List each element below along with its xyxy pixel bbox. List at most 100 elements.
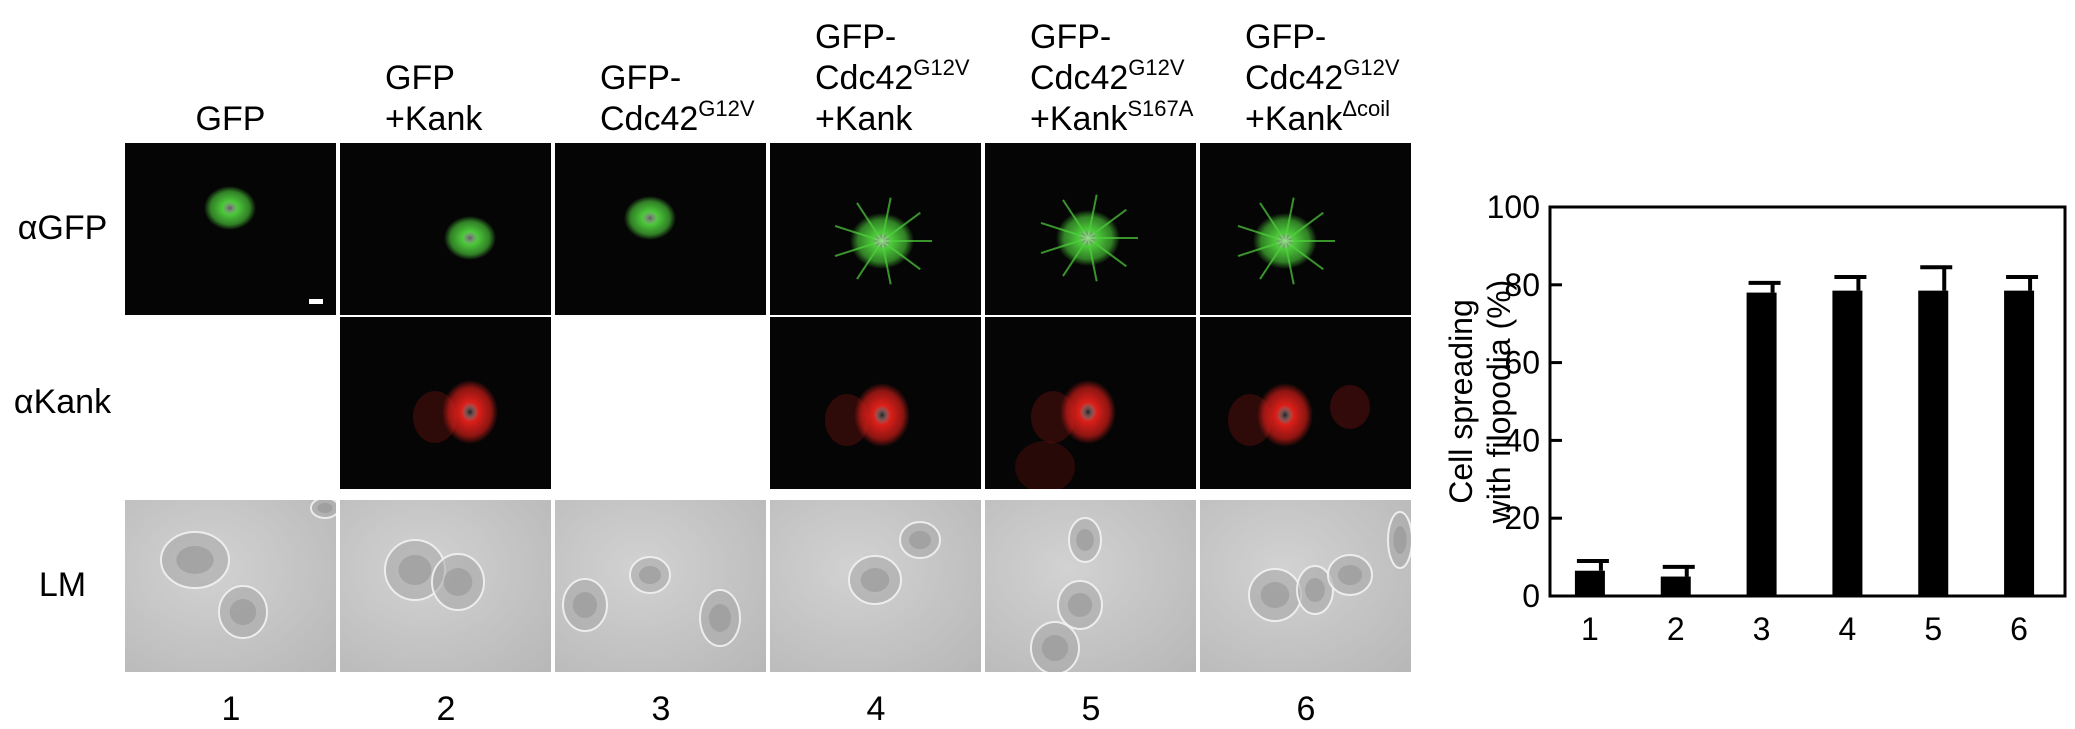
column-header-1: GFP xyxy=(125,0,336,140)
header-text: Cdc42 xyxy=(1030,59,1129,97)
panel-image-green-2 xyxy=(444,216,496,260)
y-tick-label: 60 xyxy=(1504,345,1540,381)
header-text: GFP xyxy=(195,100,266,138)
panel-image-red-5 xyxy=(1015,380,1116,489)
row-label-green: αGFP xyxy=(17,209,108,247)
plot-frame xyxy=(1548,205,2067,598)
x-tick-label: 4 xyxy=(1839,611,1857,647)
header-superscript: S167A xyxy=(1127,96,1194,121)
y-tick-label: 80 xyxy=(1504,267,1540,303)
column-header-line: +KankΔcoil xyxy=(1245,96,1391,140)
panel-image-green-3 xyxy=(624,196,676,240)
column-header-6: GFP- Cdc42G12V +KankΔcoil xyxy=(1245,0,1435,140)
panel-red-2 xyxy=(340,317,551,489)
header-text: GFP xyxy=(385,59,455,97)
header-superscript: Δcoil xyxy=(1342,96,1391,121)
panel-image-lm-6 xyxy=(1248,511,1411,622)
header-text: +Kank xyxy=(385,100,483,138)
panel-image-lm-2 xyxy=(384,539,485,611)
column-header-line: GFP xyxy=(196,99,266,140)
x-tick-label: 3 xyxy=(1753,611,1771,647)
lane-number-3: 3 xyxy=(651,690,671,728)
panel-image-lm-1 xyxy=(160,500,336,639)
panel-image-green-6 xyxy=(1237,197,1335,285)
column-header-line: Cdc42G12V xyxy=(1245,57,1400,99)
y-axis-label-line: Cell spreading xyxy=(1443,299,1479,504)
header-superscript: G12V xyxy=(913,55,970,80)
y-tick-label: 20 xyxy=(1504,500,1540,536)
y-tick-label: 0 xyxy=(1522,578,1540,614)
column-header-line: +Kank xyxy=(385,99,482,140)
panel-image-green-1 xyxy=(204,186,323,304)
panel-red-6 xyxy=(1200,317,1411,489)
lane-number-6: 6 xyxy=(1296,690,1316,728)
header-text: GFP- xyxy=(815,18,897,56)
panel-image-green-4 xyxy=(834,197,932,285)
header-text: Cdc42 xyxy=(1245,59,1344,97)
x-tick-label: 2 xyxy=(1667,611,1685,647)
column-header-line: +Kank xyxy=(815,99,912,140)
panel-red-3 xyxy=(555,317,766,489)
header-text: Cdc42 xyxy=(815,59,914,97)
bar-6 xyxy=(2004,290,2035,596)
panel-image-red-4 xyxy=(825,383,910,447)
column-header-3: GFP- Cdc42G12V xyxy=(600,0,790,140)
row-label-lm: LM xyxy=(38,566,87,604)
y-tick-label: 100 xyxy=(1487,189,1540,225)
lane-number-1: 1 xyxy=(221,690,241,728)
panel-green-5 xyxy=(985,143,1196,315)
panel-image-lm-4 xyxy=(848,521,941,605)
header-text: GFP- xyxy=(600,59,682,97)
y-tick-label: 40 xyxy=(1504,422,1540,458)
column-header-2: GFP +Kank xyxy=(385,0,575,140)
column-header-line: GFP- xyxy=(815,17,896,58)
row-label-red: αKank xyxy=(13,383,112,421)
header-text: GFP- xyxy=(1245,18,1327,56)
panel-lm-5 xyxy=(985,500,1196,672)
panel-green-2 xyxy=(340,143,551,315)
panel-red-5 xyxy=(985,317,1196,489)
header-text: +Kank xyxy=(815,100,913,138)
lane-number-4: 4 xyxy=(866,690,886,728)
panel-image-red-2 xyxy=(413,380,498,444)
panel-image-red-6 xyxy=(1228,383,1370,447)
y-axis-label-line: with filopodia (%) xyxy=(1481,280,1517,525)
panel-green-1 xyxy=(125,143,336,315)
lane-number-5: 5 xyxy=(1081,690,1101,728)
header-text: +Kank xyxy=(1245,100,1343,138)
panel-lm-6 xyxy=(1200,500,1411,672)
x-tick-label: 5 xyxy=(1924,611,1942,647)
column-header-line: GFP xyxy=(385,58,455,99)
x-tick-label: 1 xyxy=(1581,611,1599,647)
panel-image-lm-3 xyxy=(562,556,741,647)
panel-lm-3 xyxy=(555,500,766,672)
bar-5 xyxy=(1918,290,1949,596)
panel-green-4 xyxy=(770,143,981,315)
panel-lm-2 xyxy=(340,500,551,672)
panel-image-lm-5 xyxy=(1030,517,1103,672)
column-header-line: Cdc42G12V xyxy=(815,55,970,99)
panel-red-1 xyxy=(125,317,336,489)
panel-image-green-5 xyxy=(1040,194,1138,282)
column-header-4: GFP- Cdc42G12V +Kank xyxy=(815,0,1005,140)
panel-green-3 xyxy=(555,143,766,315)
header-text: Cdc42 xyxy=(600,100,699,138)
panel-lm-1 xyxy=(125,500,336,672)
x-tick-label: 6 xyxy=(2010,611,2028,647)
panel-green-6 xyxy=(1200,143,1411,315)
column-header-line: GFP- xyxy=(1030,17,1111,58)
lane-number-2: 2 xyxy=(436,690,456,728)
bar-4 xyxy=(1832,290,1863,596)
column-header-line: +KankS167A xyxy=(1030,96,1194,140)
column-header-line: GFP- xyxy=(1245,17,1326,58)
header-superscript: G12V xyxy=(698,96,755,121)
column-header-line: GFP- xyxy=(600,58,681,99)
column-header-line: Cdc42G12V xyxy=(1030,55,1185,99)
panel-red-4 xyxy=(770,317,981,489)
header-text: GFP- xyxy=(1030,18,1112,56)
header-superscript: G12V xyxy=(1128,55,1185,80)
header-text: +Kank xyxy=(1030,100,1128,138)
bar-3 xyxy=(1746,292,1777,596)
bar-chart: 0 20 40 60 80 100 1 2 3 4 5 6 Cell spreading with fil… xyxy=(1443,189,2067,647)
panel-lm-4 xyxy=(770,500,981,672)
